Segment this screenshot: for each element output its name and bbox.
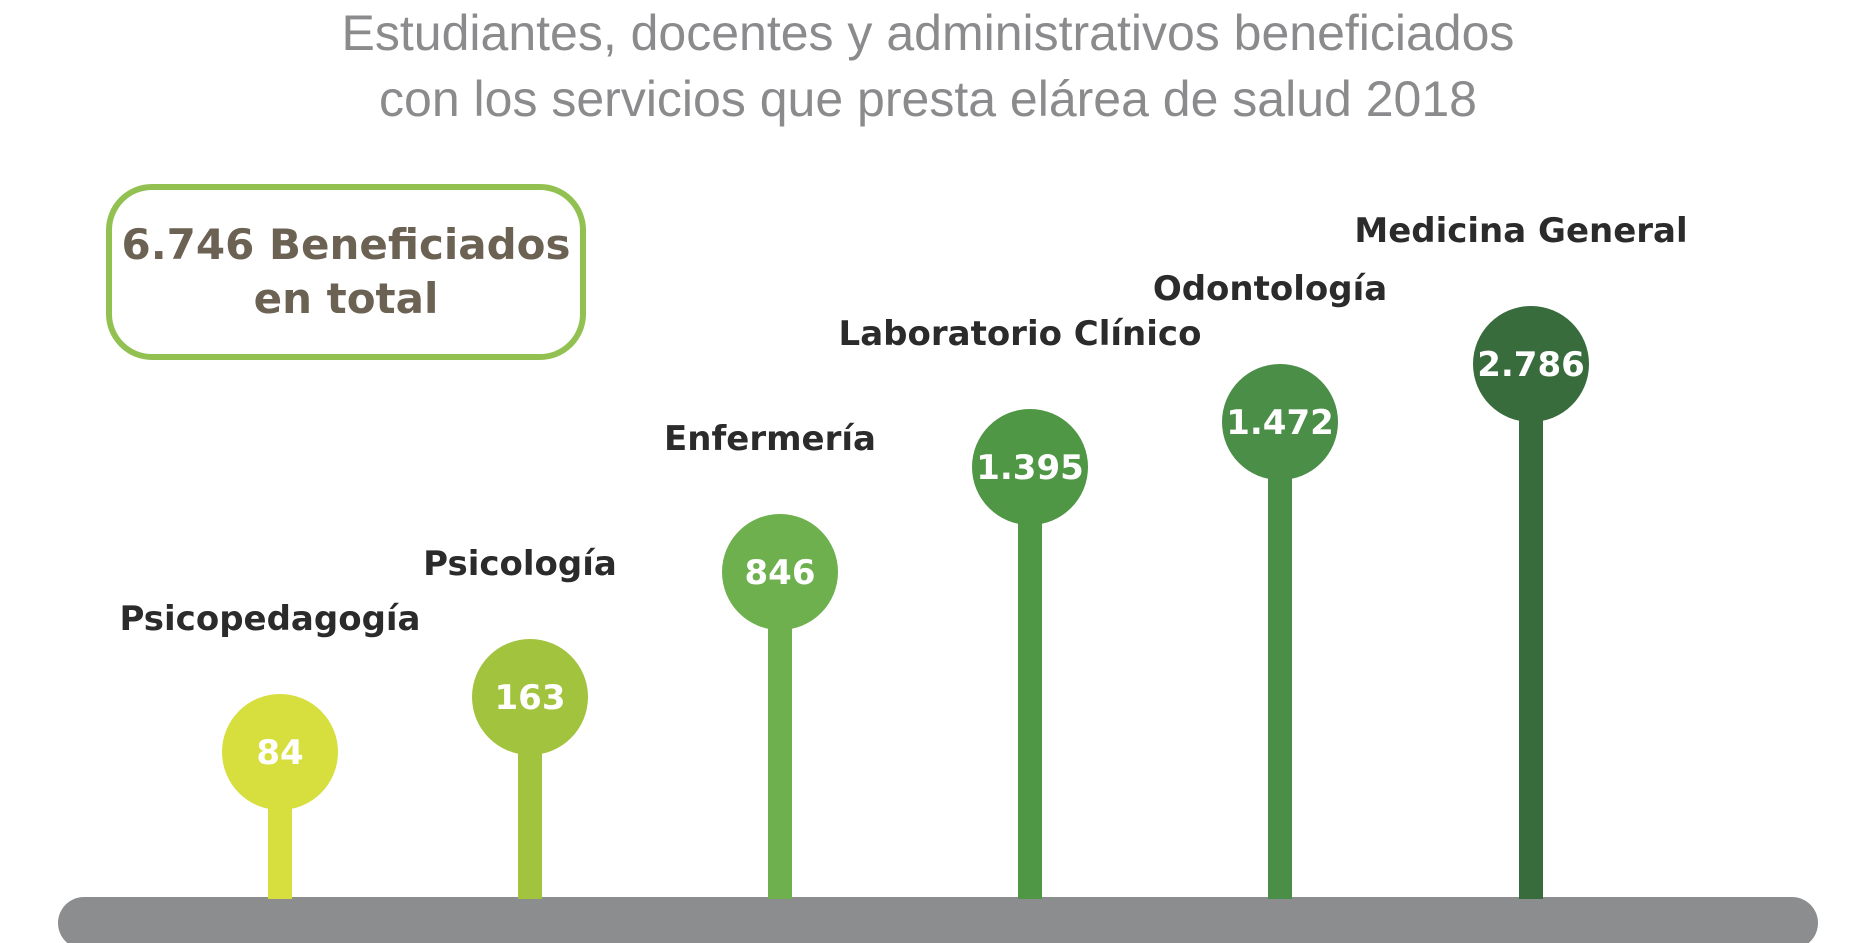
total-beneficiaries-box: 6.746 Beneficiados en total — [106, 184, 586, 360]
category-label-4: Laboratorio Clínico — [839, 314, 1202, 354]
value-label-5: 1.472 — [1226, 403, 1334, 443]
category-label-2: Psicología — [423, 544, 617, 584]
lollipop-head-4 — [972, 409, 1088, 525]
lollipop-head-6 — [1473, 306, 1589, 422]
lollipop-stem-4 — [1018, 467, 1042, 899]
lollipop-head-1 — [222, 694, 338, 810]
lollipop-head-3 — [722, 514, 838, 630]
value-label-6: 2.786 — [1477, 345, 1585, 385]
value-label-4: 1.395 — [976, 448, 1084, 488]
value-label-1: 84 — [256, 733, 303, 773]
lollipop-head-5 — [1222, 364, 1338, 480]
category-label-1: Psicopedagogía — [119, 599, 420, 639]
chart-title-line-2: con los servicios que presta elárea de s… — [379, 71, 1477, 127]
lollipop-stem-5 — [1268, 422, 1292, 899]
category-label-3: Enfermería — [664, 419, 876, 459]
total-beneficiaries-line-2: en total — [253, 274, 439, 323]
baseline-bar — [58, 897, 1818, 943]
value-label-3: 846 — [745, 553, 816, 593]
lollipop-head-2 — [472, 639, 588, 755]
lollipop-stem-6 — [1519, 364, 1543, 899]
total-beneficiaries-line-1: 6.746 Beneficiados — [121, 220, 571, 269]
category-label-5: Odontología — [1153, 269, 1387, 309]
category-label-6: Medicina General — [1354, 211, 1687, 251]
chart-title: Estudiantes, docentes y administrativos … — [0, 0, 1856, 132]
value-label-2: 163 — [495, 678, 566, 718]
chart-title-line-1: Estudiantes, docentes y administrativos … — [341, 5, 1515, 61]
